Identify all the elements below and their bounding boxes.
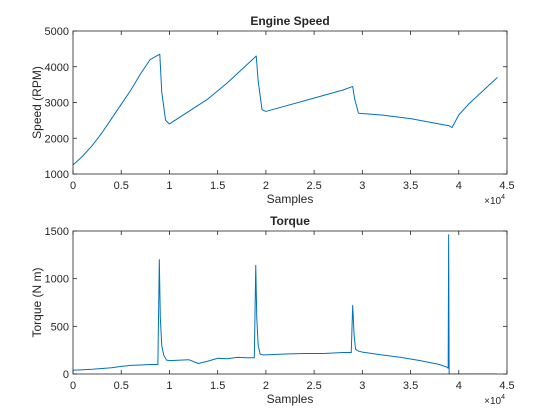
chart-2-x-exponent-base: ×10 [484,396,501,407]
chart-1-x-tick-label: 1.5 [210,180,225,192]
chart-1-x-axis-label: Samples [267,192,314,206]
chart-2-x-tick-label: 2 [263,380,269,392]
chart-2-x-tick-label: 4 [456,380,462,392]
chart-1-series-line-1 [73,53,498,166]
chart-2-x-tick-label: 0.5 [114,380,129,392]
chart-2-x-axis-label: Samples [267,392,314,406]
chart-1-x-tick-label: 3.5 [403,180,418,192]
chart-1-y-tick-label: 5000 [45,26,69,38]
chart-1-x-tick-label: 0.5 [114,180,129,192]
chart-2-x-tick-label: 1.5 [210,380,225,392]
chart-2-x-tick-label: 3 [359,380,365,392]
chart-2-x-exponent-power: 4 [501,394,505,401]
chart-1-x-tick-label: 4 [456,180,462,192]
chart-1-y-tick-label: 1000 [45,169,69,181]
chart-2-y-axis-label: Torque (N m) [30,267,44,337]
chart-2-y-tick-label: 1500 [45,226,69,238]
chart-2-series-line-1 [73,234,498,374]
chart-1: 0 0.5 1 1.5 2 2.5 3 3.5 4 4.5 1000 2000 3000 4000 5000… [30,14,515,207]
chart-1-x-tick-label: 2.5 [306,180,321,192]
chart-1-x-tick-label: 4.5 [499,180,514,192]
chart-2-y-tick-label: 1000 [45,274,69,286]
charts: 0 0.5 1 1.5 2 2.5 3 3.5 4 4.510002000300040005000… [30,14,515,407]
chart-1-x-tick-label: 2 [263,180,269,192]
chart-2: 0 0.5 1 1.5 2 2.5 3 3.5 4 4.5 0 500 1000 1500 Torque Sa… [30,214,515,407]
chart-1-y-tick-label: 2000 [45,133,69,145]
chart-1-x-exponent-power: 4 [501,194,505,201]
chart-2-title: Torque [270,214,310,228]
chart-1-x-tick-label: 1 [166,180,172,192]
chart-1-y-tick-label: 4000 [45,62,69,74]
chart-2-x-tick-label: 4.5 [499,380,514,392]
chart-2-y-tick-label: 500 [51,321,69,333]
chart-1-title: Engine Speed [250,14,329,28]
chart-1-x-exponent-label: ×104 [484,194,505,207]
chart-1-y-axis-label: Speed (RPM) [30,66,44,139]
chart-2-x-tick-label: 0 [70,380,76,392]
chart-2-axes-box [72,230,508,375]
chart-2-x-tick-label: 1 [166,380,172,392]
chart-1-y-tick-label: 3000 [45,98,69,110]
chart-1-x-tick-label: 3 [359,180,365,192]
chart-2-x-tick-label: 3.5 [403,380,418,392]
chart-2-y-tick-label: 0 [63,369,69,381]
chart-1-x-tick-label: 0 [70,180,76,192]
chart-1-x-exponent-base: ×10 [484,196,501,207]
chart-2-x-tick-label: 2.5 [306,380,321,392]
chart-2-x-exponent-label: ×104 [484,394,505,407]
